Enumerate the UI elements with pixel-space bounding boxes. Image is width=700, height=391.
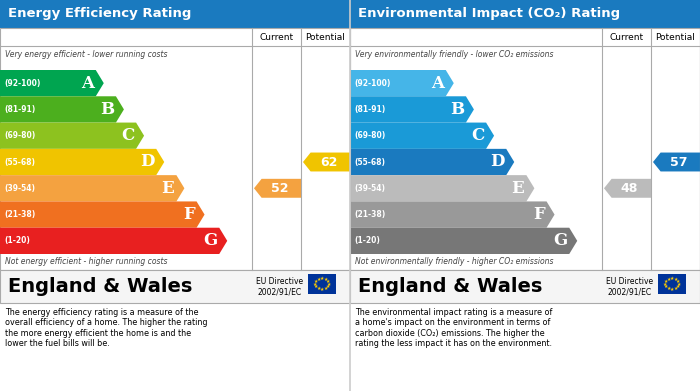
Polygon shape bbox=[0, 122, 144, 149]
Text: G: G bbox=[203, 232, 217, 249]
Polygon shape bbox=[0, 201, 204, 228]
Text: ★: ★ bbox=[666, 277, 671, 282]
Polygon shape bbox=[350, 175, 534, 201]
Bar bbox=[658, 274, 686, 294]
Text: F: F bbox=[183, 206, 195, 223]
Text: (1-20): (1-20) bbox=[354, 236, 380, 246]
Text: ★: ★ bbox=[663, 282, 667, 287]
Text: 48: 48 bbox=[621, 182, 638, 195]
Text: ★: ★ bbox=[670, 276, 674, 281]
Text: Energy Efficiency Rating: Energy Efficiency Rating bbox=[8, 7, 191, 20]
Text: ★: ★ bbox=[326, 284, 330, 289]
Text: C: C bbox=[471, 127, 484, 144]
Bar bbox=[0, 28, 350, 270]
Text: ★: ★ bbox=[320, 287, 324, 292]
Text: E: E bbox=[162, 180, 174, 197]
Text: EU Directive
2002/91/EC: EU Directive 2002/91/EC bbox=[606, 277, 653, 296]
Text: ★: ★ bbox=[320, 276, 324, 281]
Text: Not energy efficient - higher running costs: Not energy efficient - higher running co… bbox=[5, 257, 167, 266]
Text: England & Wales: England & Wales bbox=[358, 277, 542, 296]
Bar bbox=[0, 0, 350, 28]
Polygon shape bbox=[350, 228, 578, 254]
Polygon shape bbox=[350, 96, 474, 122]
Text: England & Wales: England & Wales bbox=[8, 277, 192, 296]
Text: ★: ★ bbox=[673, 277, 678, 282]
Polygon shape bbox=[0, 175, 184, 201]
Text: (55-68): (55-68) bbox=[354, 158, 385, 167]
Polygon shape bbox=[350, 149, 514, 175]
Text: (55-68): (55-68) bbox=[4, 158, 35, 167]
Text: 52: 52 bbox=[271, 182, 288, 195]
Text: (81-91): (81-91) bbox=[4, 105, 35, 114]
Bar bbox=[0, 270, 350, 303]
Polygon shape bbox=[350, 201, 554, 228]
Text: B: B bbox=[450, 101, 464, 118]
Text: (92-100): (92-100) bbox=[354, 79, 391, 88]
Text: A: A bbox=[430, 75, 444, 91]
Text: Very energy efficient - lower running costs: Very energy efficient - lower running co… bbox=[5, 50, 167, 59]
Text: ★: ★ bbox=[664, 279, 668, 284]
Polygon shape bbox=[0, 228, 228, 254]
Text: EU Directive
2002/91/EC: EU Directive 2002/91/EC bbox=[256, 277, 303, 296]
Bar bbox=[350, 0, 700, 28]
Polygon shape bbox=[0, 149, 164, 175]
Text: ★: ★ bbox=[326, 279, 330, 284]
Polygon shape bbox=[0, 96, 124, 122]
Text: ★: ★ bbox=[676, 279, 680, 284]
Text: G: G bbox=[553, 232, 567, 249]
Text: (69-80): (69-80) bbox=[354, 131, 385, 140]
Polygon shape bbox=[350, 122, 494, 149]
Text: ★: ★ bbox=[323, 277, 328, 282]
Text: A: A bbox=[80, 75, 94, 91]
Text: ★: ★ bbox=[677, 282, 681, 287]
Text: D: D bbox=[140, 154, 154, 170]
Text: (1-20): (1-20) bbox=[4, 236, 30, 246]
Text: (21-38): (21-38) bbox=[354, 210, 385, 219]
Bar bbox=[350, 28, 700, 270]
Text: ★: ★ bbox=[673, 286, 678, 291]
Text: (81-91): (81-91) bbox=[354, 105, 385, 114]
Text: ★: ★ bbox=[327, 282, 331, 287]
Polygon shape bbox=[303, 152, 350, 172]
Text: 62: 62 bbox=[320, 156, 337, 169]
Text: Very environmentally friendly - lower CO₂ emissions: Very environmentally friendly - lower CO… bbox=[355, 50, 554, 59]
Text: C: C bbox=[121, 127, 134, 144]
Polygon shape bbox=[350, 70, 454, 96]
Text: D: D bbox=[490, 154, 504, 170]
Text: E: E bbox=[512, 180, 524, 197]
Text: Potential: Potential bbox=[656, 32, 695, 41]
Text: ★: ★ bbox=[314, 279, 318, 284]
Text: Not environmentally friendly - higher CO₂ emissions: Not environmentally friendly - higher CO… bbox=[355, 257, 554, 266]
Polygon shape bbox=[254, 179, 301, 198]
Text: ★: ★ bbox=[676, 284, 680, 289]
Text: Current: Current bbox=[260, 32, 293, 41]
Text: (69-80): (69-80) bbox=[4, 131, 35, 140]
Polygon shape bbox=[0, 70, 104, 96]
Polygon shape bbox=[604, 179, 651, 198]
Text: Current: Current bbox=[610, 32, 643, 41]
Text: ★: ★ bbox=[670, 287, 674, 292]
Polygon shape bbox=[653, 152, 700, 172]
Text: (39-54): (39-54) bbox=[354, 184, 385, 193]
Text: F: F bbox=[533, 206, 545, 223]
Text: The environmental impact rating is a measure of
a home's impact on the environme: The environmental impact rating is a mea… bbox=[355, 308, 552, 348]
Bar bbox=[350, 270, 700, 303]
Text: ★: ★ bbox=[314, 284, 318, 289]
Text: The energy efficiency rating is a measure of the
overall efficiency of a home. T: The energy efficiency rating is a measur… bbox=[5, 308, 207, 348]
Text: Potential: Potential bbox=[306, 32, 345, 41]
Text: ★: ★ bbox=[316, 286, 321, 291]
Text: 57: 57 bbox=[670, 156, 687, 169]
Text: (39-54): (39-54) bbox=[4, 184, 35, 193]
Text: ★: ★ bbox=[316, 277, 321, 282]
Text: ★: ★ bbox=[323, 286, 328, 291]
Text: Environmental Impact (CO₂) Rating: Environmental Impact (CO₂) Rating bbox=[358, 7, 620, 20]
Text: ★: ★ bbox=[313, 282, 317, 287]
Text: (92-100): (92-100) bbox=[4, 79, 41, 88]
Text: (21-38): (21-38) bbox=[4, 210, 35, 219]
Text: ★: ★ bbox=[664, 284, 668, 289]
Text: B: B bbox=[100, 101, 114, 118]
Text: ★: ★ bbox=[666, 286, 671, 291]
Bar bbox=[308, 274, 336, 294]
